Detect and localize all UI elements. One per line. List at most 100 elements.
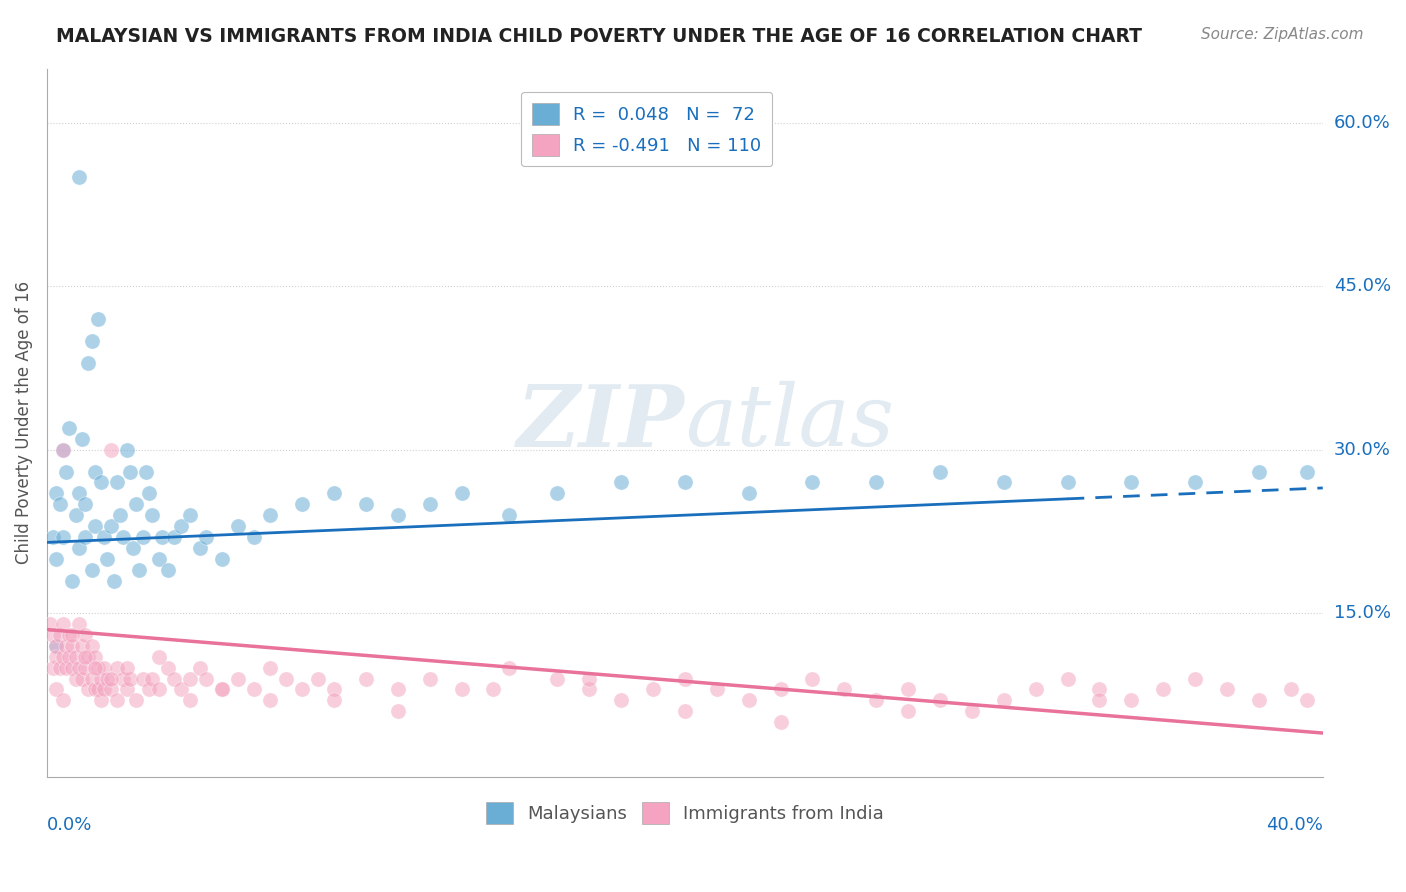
Point bbox=[226, 672, 249, 686]
Point bbox=[1295, 693, 1317, 707]
Point bbox=[1056, 475, 1078, 490]
Point bbox=[52, 649, 75, 664]
Point bbox=[60, 639, 83, 653]
Point bbox=[52, 442, 75, 457]
Point bbox=[115, 442, 138, 457]
Point bbox=[1247, 465, 1270, 479]
Point bbox=[75, 649, 97, 664]
Point bbox=[52, 442, 75, 457]
Point bbox=[307, 672, 329, 686]
Point bbox=[128, 563, 150, 577]
Point bbox=[45, 639, 67, 653]
Point bbox=[52, 693, 75, 707]
Point bbox=[170, 682, 193, 697]
Point bbox=[48, 661, 70, 675]
Point bbox=[45, 649, 67, 664]
Point bbox=[259, 693, 281, 707]
Point bbox=[103, 574, 125, 588]
Point bbox=[387, 508, 409, 523]
Point bbox=[67, 541, 90, 555]
Point bbox=[354, 672, 377, 686]
Text: Source: ZipAtlas.com: Source: ZipAtlas.com bbox=[1201, 27, 1364, 42]
Point bbox=[77, 356, 100, 370]
Point bbox=[87, 682, 110, 697]
Point bbox=[482, 682, 505, 697]
Point bbox=[243, 530, 266, 544]
Point bbox=[80, 672, 103, 686]
Point bbox=[93, 530, 115, 544]
Point bbox=[70, 432, 93, 446]
Point bbox=[96, 672, 118, 686]
Point bbox=[737, 486, 759, 500]
Point bbox=[673, 672, 696, 686]
Point bbox=[157, 661, 180, 675]
Point bbox=[1152, 682, 1174, 697]
Point bbox=[211, 551, 233, 566]
Point bbox=[93, 682, 115, 697]
Point bbox=[993, 693, 1015, 707]
Point bbox=[498, 508, 520, 523]
Text: 45.0%: 45.0% bbox=[1334, 277, 1391, 295]
Point bbox=[1216, 682, 1239, 697]
Text: 40.0%: 40.0% bbox=[1265, 815, 1323, 833]
Point bbox=[419, 672, 441, 686]
Point bbox=[148, 649, 170, 664]
Point bbox=[1247, 693, 1270, 707]
Point bbox=[243, 682, 266, 697]
Point bbox=[60, 628, 83, 642]
Point bbox=[45, 486, 67, 500]
Point bbox=[323, 486, 346, 500]
Point bbox=[801, 672, 824, 686]
Point bbox=[1056, 672, 1078, 686]
Point bbox=[45, 639, 67, 653]
Point bbox=[673, 704, 696, 718]
Point bbox=[769, 715, 792, 730]
Point bbox=[55, 639, 77, 653]
Point bbox=[706, 682, 728, 697]
Point bbox=[83, 682, 105, 697]
Point bbox=[77, 649, 100, 664]
Text: 15.0%: 15.0% bbox=[1334, 604, 1391, 623]
Point bbox=[291, 497, 314, 511]
Point bbox=[96, 551, 118, 566]
Point bbox=[610, 475, 633, 490]
Point bbox=[115, 661, 138, 675]
Point bbox=[42, 628, 65, 642]
Point bbox=[112, 672, 135, 686]
Point bbox=[58, 649, 80, 664]
Point bbox=[450, 682, 472, 697]
Point bbox=[83, 649, 105, 664]
Point bbox=[801, 475, 824, 490]
Point bbox=[83, 465, 105, 479]
Point bbox=[387, 704, 409, 718]
Point bbox=[138, 682, 160, 697]
Point bbox=[259, 661, 281, 675]
Point bbox=[39, 617, 62, 632]
Point bbox=[118, 465, 141, 479]
Point bbox=[291, 682, 314, 697]
Point bbox=[42, 530, 65, 544]
Point bbox=[141, 508, 163, 523]
Point bbox=[42, 661, 65, 675]
Point bbox=[163, 530, 186, 544]
Point bbox=[75, 497, 97, 511]
Text: 0.0%: 0.0% bbox=[46, 815, 93, 833]
Point bbox=[90, 693, 112, 707]
Point bbox=[100, 672, 122, 686]
Point bbox=[179, 693, 201, 707]
Point bbox=[211, 682, 233, 697]
Point bbox=[188, 541, 211, 555]
Point bbox=[65, 508, 87, 523]
Point bbox=[75, 628, 97, 642]
Point bbox=[67, 486, 90, 500]
Point bbox=[195, 672, 218, 686]
Point bbox=[125, 497, 148, 511]
Point bbox=[673, 475, 696, 490]
Point bbox=[865, 475, 887, 490]
Point bbox=[90, 672, 112, 686]
Point bbox=[58, 628, 80, 642]
Point bbox=[100, 682, 122, 697]
Y-axis label: Child Poverty Under the Age of 16: Child Poverty Under the Age of 16 bbox=[15, 281, 32, 564]
Point bbox=[897, 682, 920, 697]
Point bbox=[769, 682, 792, 697]
